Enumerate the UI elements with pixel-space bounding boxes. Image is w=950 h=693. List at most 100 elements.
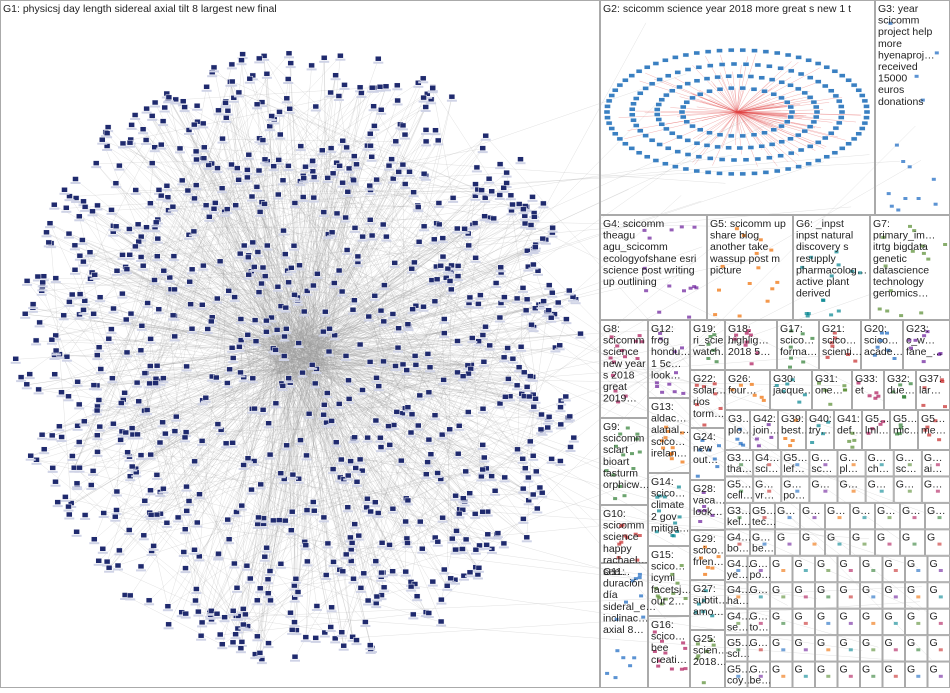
node-label <box>519 375 530 378</box>
node-label <box>235 322 246 324</box>
node <box>758 595 763 599</box>
node-label <box>437 241 448 244</box>
node <box>762 516 767 520</box>
node <box>879 463 884 467</box>
node <box>652 158 660 163</box>
node <box>658 122 665 127</box>
node <box>356 456 364 463</box>
node <box>712 333 717 337</box>
node-label <box>413 85 424 88</box>
node-label <box>499 480 510 483</box>
node-label <box>37 285 48 288</box>
node <box>171 333 178 340</box>
node-label <box>500 399 511 402</box>
node <box>35 386 42 393</box>
node-label <box>415 524 426 527</box>
node <box>768 77 776 82</box>
node <box>672 350 677 354</box>
node-label <box>446 99 457 102</box>
node <box>51 201 58 208</box>
node <box>214 421 222 427</box>
group-box <box>806 410 834 450</box>
group-label: G <box>795 584 803 596</box>
node <box>566 413 574 420</box>
node <box>48 432 56 439</box>
node <box>826 674 831 678</box>
node-label <box>149 283 160 285</box>
node <box>604 104 611 109</box>
node-label <box>64 199 75 202</box>
node-label <box>25 458 36 461</box>
group-label: G <box>862 637 870 649</box>
node <box>805 314 810 318</box>
node <box>100 510 107 516</box>
node <box>479 509 486 515</box>
node <box>707 448 712 452</box>
node <box>630 579 635 583</box>
node-label <box>46 342 57 345</box>
node-label <box>368 109 379 112</box>
node-label <box>280 257 291 260</box>
group-box <box>905 608 928 636</box>
node <box>805 58 812 63</box>
node-label <box>80 518 91 520</box>
node-label <box>78 264 89 267</box>
node <box>454 369 461 376</box>
node <box>635 558 640 562</box>
group-box <box>648 320 690 398</box>
node <box>754 251 759 255</box>
node-label <box>72 428 83 431</box>
group-label: G <box>840 637 848 649</box>
node-label <box>365 648 376 651</box>
node <box>927 433 932 437</box>
node-label <box>484 348 495 351</box>
node <box>795 463 800 467</box>
node <box>391 260 398 266</box>
node <box>711 643 716 647</box>
node <box>657 494 662 498</box>
node <box>831 68 839 74</box>
node <box>343 144 350 151</box>
group-label: G40: <box>809 413 832 425</box>
group-label: G12: <box>651 323 674 335</box>
node <box>224 107 232 114</box>
node <box>897 432 902 436</box>
node <box>255 514 262 521</box>
node <box>412 302 420 309</box>
node <box>302 634 310 640</box>
node <box>232 631 239 637</box>
node-label <box>427 584 438 587</box>
node-label <box>184 284 195 287</box>
node <box>669 452 674 455</box>
node-label <box>169 339 180 342</box>
node <box>238 639 246 645</box>
node <box>237 337 245 343</box>
node-label <box>261 550 272 553</box>
node <box>836 263 841 267</box>
node <box>781 389 786 393</box>
group-label: received <box>878 61 918 73</box>
node-label <box>348 312 358 315</box>
node <box>182 610 189 617</box>
group-label: scienti… <box>822 346 862 358</box>
group-label: G… <box>902 505 921 517</box>
node <box>736 648 741 652</box>
node-label <box>575 336 586 339</box>
node <box>216 258 224 265</box>
node <box>256 209 264 215</box>
node <box>637 128 644 133</box>
node <box>767 489 772 493</box>
group-box <box>600 418 648 505</box>
node <box>751 171 758 176</box>
node-label <box>349 303 360 306</box>
node <box>825 355 830 359</box>
node <box>734 227 739 231</box>
node-label <box>351 643 362 646</box>
node <box>705 650 710 653</box>
node-label <box>117 434 127 437</box>
node-label <box>240 617 251 620</box>
node <box>99 546 107 552</box>
node <box>658 97 665 102</box>
node <box>766 423 771 427</box>
